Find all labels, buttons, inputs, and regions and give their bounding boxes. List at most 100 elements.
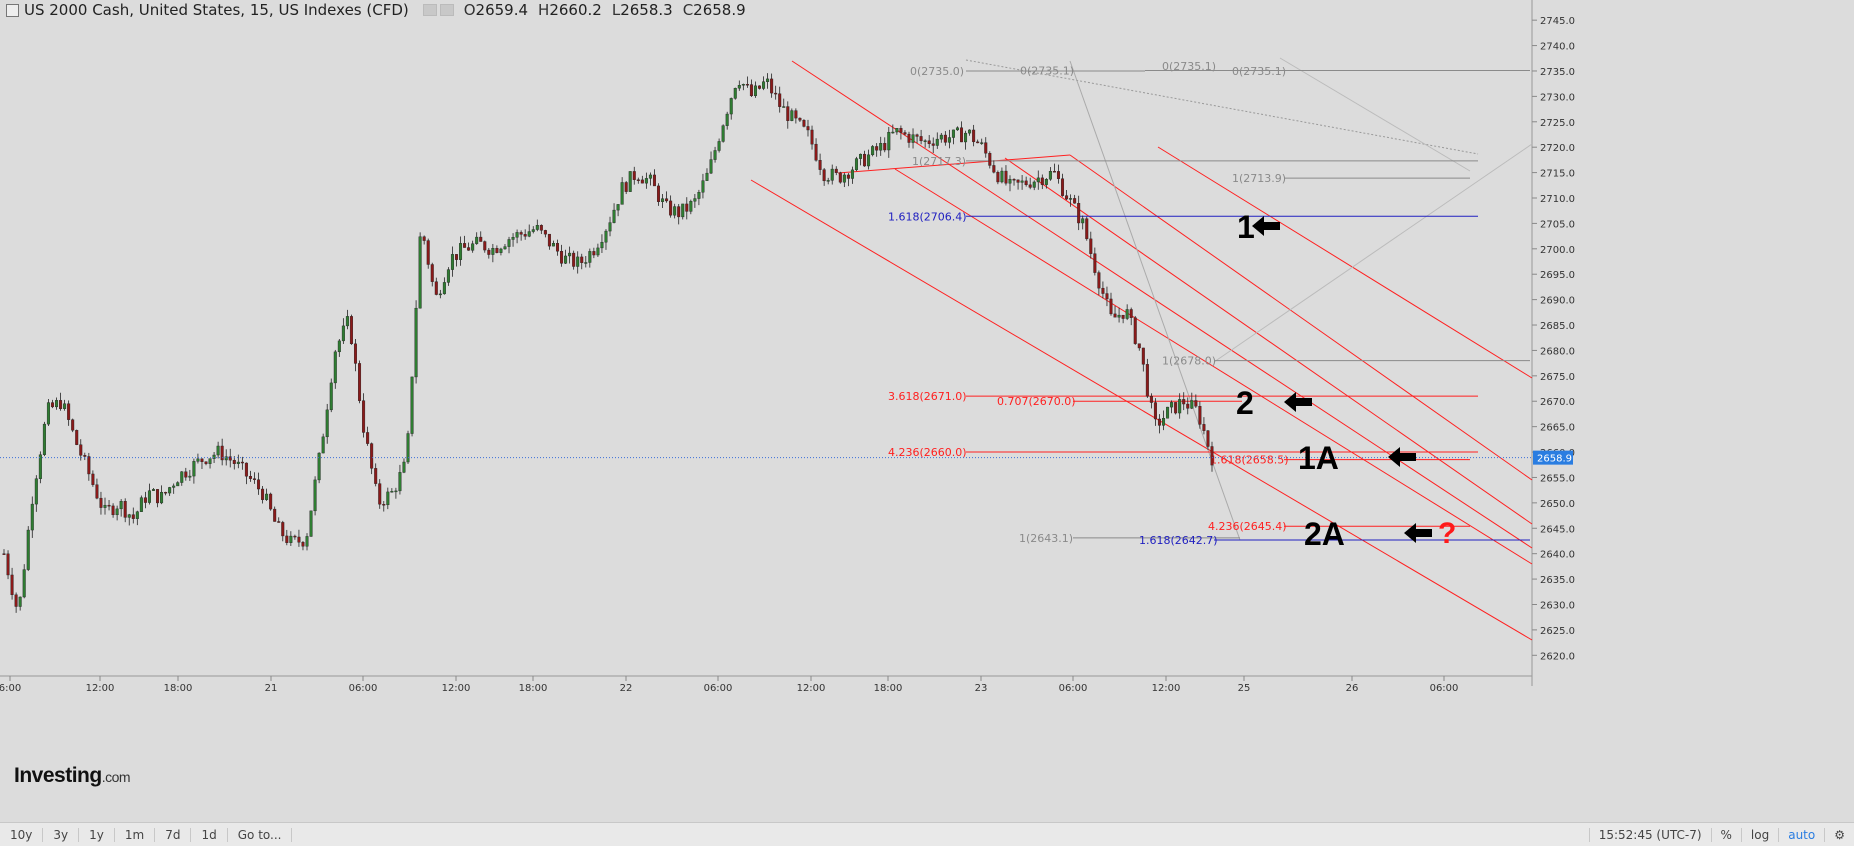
candle-body — [422, 236, 426, 241]
y-tick-label: 2695.0 — [1540, 270, 1575, 281]
candle-body — [261, 488, 265, 500]
candle-body — [596, 247, 600, 256]
candle-body — [269, 493, 273, 510]
candle-body — [543, 230, 547, 235]
price-chart[interactable]: 0(2735.0) 0(2735.1) 0(2735.1) 0(2735.1) 1(27… — [0, 0, 1854, 822]
candle-body — [786, 106, 790, 121]
candle-body — [127, 514, 131, 518]
collapse-icon[interactable] — [6, 3, 19, 17]
candle-body — [1056, 171, 1060, 179]
candle-body — [454, 254, 458, 260]
timeframe-7d[interactable]: 7d — [155, 827, 192, 842]
candle-body — [624, 182, 628, 192]
candle-body — [1109, 298, 1113, 315]
candle-body — [1024, 180, 1028, 186]
candle-body — [297, 536, 301, 543]
candle-body — [378, 483, 382, 505]
candle-body — [863, 153, 867, 167]
candle-body — [160, 491, 164, 504]
candle-body — [358, 363, 362, 401]
timeframe-10y[interactable]: 10y — [0, 827, 44, 842]
percent-toggle[interactable]: % — [1710, 827, 1741, 842]
candle-body — [204, 461, 208, 464]
channel-line — [1069, 154, 1533, 481]
eye-icon[interactable] — [439, 4, 454, 16]
candle-body — [1145, 364, 1149, 397]
candle-body — [1044, 179, 1048, 185]
symbol-title: US 2000 Cash, United States, 15, US Inde… — [24, 1, 409, 19]
candle-body — [240, 461, 244, 464]
arrow-left-icon — [1388, 447, 1416, 467]
timeframe-1y[interactable]: 1y — [79, 827, 115, 842]
gray-diag-line — [1213, 143, 1533, 363]
candle-body — [616, 204, 620, 211]
candle-body — [774, 92, 778, 95]
log-toggle[interactable]: log — [1740, 827, 1778, 842]
candle-body — [79, 444, 83, 456]
candle-body — [1048, 171, 1052, 180]
gear-icon[interactable]: ⚙ — [1824, 827, 1854, 842]
timeframe-3y[interactable]: 3y — [43, 827, 80, 842]
candle-body — [2, 553, 6, 555]
chart-header: US 2000 Cash, United States, 15, US Inde… — [0, 0, 1810, 20]
candle-body — [1052, 171, 1056, 173]
candle-body — [309, 510, 313, 537]
goto-button[interactable]: Go to... — [228, 827, 293, 842]
bottom-toolbar: 10y 3y 1y 1m 7d 1d Go to... 15:52:45 (UT… — [0, 822, 1854, 846]
timeframe-1d[interactable]: 1d — [191, 827, 228, 842]
candle-body — [657, 185, 661, 202]
candle-body — [741, 84, 745, 86]
y-tick-label: 2740.0 — [1540, 42, 1575, 53]
candle-body — [968, 129, 972, 134]
candle-body — [394, 490, 398, 493]
x-tick-label: 18:00 — [164, 683, 193, 694]
candle-body — [353, 343, 357, 364]
candle-body — [1202, 424, 1206, 431]
candle-body — [143, 497, 147, 503]
candle-body — [370, 443, 374, 469]
candle-body — [1141, 347, 1145, 365]
candle-body — [523, 234, 527, 237]
candle-body — [871, 146, 875, 156]
x-tick-label: 22 — [620, 683, 633, 694]
candle-body — [55, 400, 59, 408]
x-tick-label: 12:00 — [442, 683, 471, 694]
candle-body — [911, 134, 915, 143]
candle-body — [1178, 399, 1182, 414]
candle-body — [1198, 406, 1202, 425]
candle-body — [931, 143, 935, 146]
candle-body — [1097, 272, 1101, 289]
candle-body — [317, 452, 321, 481]
candle-body — [648, 174, 652, 179]
x-tick-label: 23 — [975, 683, 988, 694]
ohlc-low: L2658.3 — [611, 1, 673, 19]
y-tick-label: 2620.0 — [1540, 651, 1575, 662]
candle-body — [701, 180, 705, 193]
candle-body — [438, 293, 442, 296]
auto-toggle[interactable]: auto — [1778, 827, 1824, 842]
candle-body — [721, 125, 725, 142]
candle-body — [499, 248, 503, 253]
x-tick-label: 06:00 — [1430, 683, 1459, 694]
candle-body — [1105, 293, 1109, 300]
candle-body — [75, 430, 79, 445]
candle-body — [1113, 313, 1117, 318]
candle-body — [661, 198, 665, 202]
timeframe-1m[interactable]: 1m — [115, 827, 156, 842]
candle-body — [248, 476, 252, 479]
candle-body — [838, 172, 842, 183]
candle-body — [398, 472, 402, 492]
candle-body — [277, 521, 281, 523]
x-tick-label: 12:00 — [797, 683, 826, 694]
candle-body — [285, 535, 289, 543]
candle-body — [293, 535, 297, 538]
candle-body — [867, 154, 871, 167]
candle-body — [762, 81, 766, 89]
candle-body — [418, 236, 422, 309]
fib-level-label: 1(2713.9) — [1232, 172, 1286, 185]
y-tick-label: 2655.0 — [1540, 473, 1575, 484]
candle-body — [988, 153, 992, 166]
settings-icon[interactable] — [422, 4, 437, 16]
candle-body — [628, 171, 632, 192]
candle-body — [131, 514, 135, 519]
